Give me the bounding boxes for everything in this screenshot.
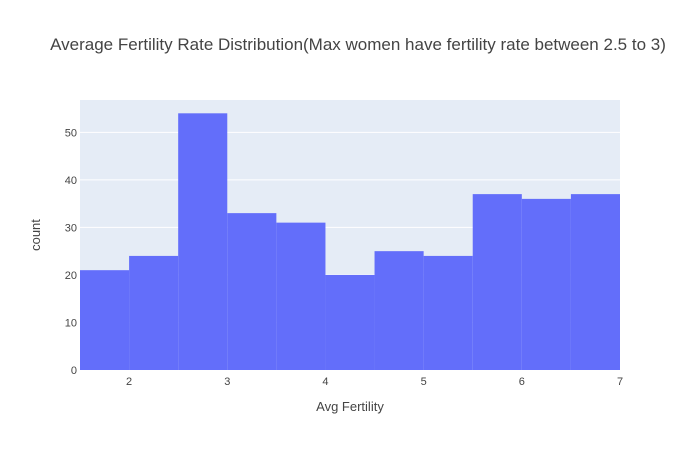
y-tick-label: 10 (65, 317, 77, 329)
bars (80, 113, 620, 370)
histogram-bar (276, 222, 326, 370)
histogram-bar (178, 113, 228, 370)
x-tick-label: 7 (617, 376, 623, 388)
y-tick-label: 0 (71, 365, 77, 377)
histogram-bar (423, 255, 473, 370)
histogram-bar (129, 255, 179, 370)
x-tick-label: 5 (421, 376, 427, 388)
x-axis-title: Avg Fertility (316, 399, 384, 414)
y-tick-label: 30 (65, 222, 77, 234)
y-tick-label: 50 (65, 127, 77, 139)
x-tick-label: 4 (322, 376, 328, 388)
histogram-bar (80, 270, 130, 370)
histogram-bar (227, 213, 277, 370)
histogram-bar (570, 194, 620, 370)
y-tick-label: 20 (65, 270, 77, 282)
chart-title: Average Fertility Rate Distribution(Max … (50, 35, 666, 54)
histogram-bar (325, 274, 375, 370)
y-axis-title: count (28, 219, 43, 251)
histogram-bar (521, 198, 571, 370)
histogram-bar (472, 194, 522, 370)
y-tick-label: 40 (65, 175, 77, 187)
histogram-bar (374, 251, 424, 370)
y-axis-ticks: 0 10 20 30 40 50 (65, 127, 77, 377)
x-tick-label: 2 (126, 376, 132, 388)
x-axis-ticks: 2 3 4 5 6 7 (126, 376, 623, 388)
x-tick-label: 3 (224, 376, 230, 388)
x-tick-label: 6 (519, 376, 525, 388)
